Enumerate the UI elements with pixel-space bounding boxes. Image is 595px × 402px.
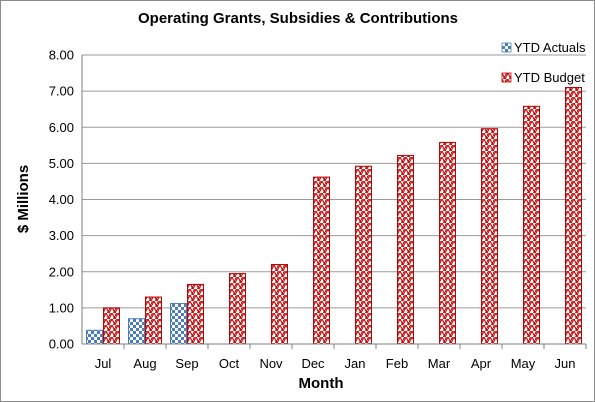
x-tick-label: Aug — [133, 356, 156, 371]
x-tick-label: Jul — [95, 356, 112, 371]
bar-ytd-budget — [439, 141, 456, 345]
bars — [86, 87, 582, 345]
x-tick-label: May — [511, 356, 536, 371]
legend-label-actuals: YTD Actuals — [514, 40, 586, 55]
x-axis-title: Month — [299, 375, 344, 392]
x-tick-labels: Jul Aug Sep Oct Nov Dec Jan Feb Mar Apr May Jun — [95, 344, 587, 371]
x-tick-label: Jun — [555, 356, 576, 371]
y-tick-label: 6.00 — [49, 120, 74, 135]
legend: YTD Actuals YTD Budget — [501, 40, 586, 85]
x-tick-label: Sep — [175, 356, 198, 371]
legend-label-budget: YTD Budget — [514, 70, 585, 85]
bar-ytd-budget — [187, 283, 204, 345]
y-tick-labels: 0.00 1.00 2.00 3.00 4.00 5.00 6.00 7.00 8.00 — [49, 48, 74, 352]
chart-title: Operating Grants, Subsidies & Contributi… — [138, 10, 458, 27]
x-tick-label: Dec — [301, 356, 325, 371]
bar-ytd-budget — [397, 154, 414, 345]
bar-ytd-budget — [313, 176, 330, 345]
bar-ytd-budget — [103, 307, 120, 345]
x-tick-label: Apr — [471, 356, 492, 371]
x-tick-label: Jan — [345, 356, 366, 371]
y-tick-label: 8.00 — [49, 48, 74, 63]
y-axis-title: $ Millions — [15, 165, 32, 233]
x-tick-label: Nov — [259, 356, 283, 371]
y-tick-label: 2.00 — [49, 264, 74, 279]
bar-ytd-budget — [145, 296, 162, 345]
bar-ytd-actuals — [128, 318, 145, 345]
bar-ytd-actuals — [170, 303, 187, 345]
y-tick-label: 3.00 — [49, 228, 74, 243]
bar-ytd-budget — [229, 273, 246, 345]
y-tick-label: 4.00 — [49, 192, 74, 207]
bar-ytd-budget — [523, 105, 540, 345]
bar-ytd-budget — [271, 264, 288, 345]
y-tick-label: 7.00 — [49, 84, 74, 99]
y-tick-label: 1.00 — [49, 300, 74, 315]
gridlines — [82, 54, 586, 309]
legend-swatch-actuals — [501, 42, 512, 53]
x-tick-label: Oct — [219, 356, 240, 371]
bar-ytd-budget — [355, 165, 372, 345]
x-tick-label: Mar — [428, 356, 451, 371]
y-tick-label: 5.00 — [49, 156, 74, 171]
bar-ytd-budget — [565, 87, 582, 345]
y-tick-label: 0.00 — [49, 337, 74, 352]
bar-ytd-budget — [481, 128, 498, 345]
legend-swatch-budget — [501, 72, 512, 83]
bar-ytd-actuals — [86, 329, 103, 345]
x-tick-label: Feb — [386, 356, 408, 371]
